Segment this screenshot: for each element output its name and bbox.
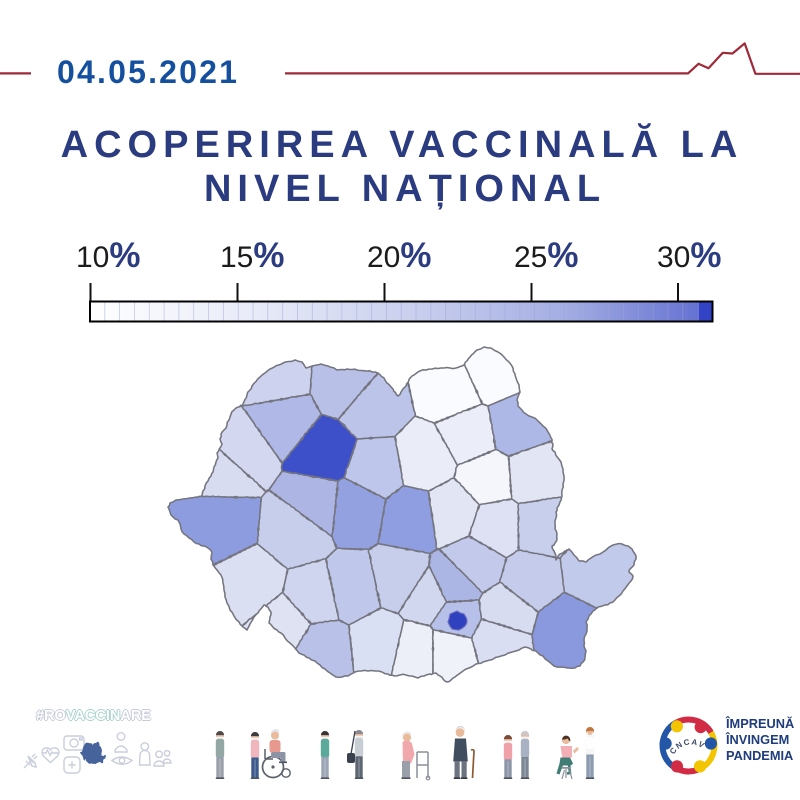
svg-text:CNCAV: CNCAV bbox=[668, 737, 707, 756]
